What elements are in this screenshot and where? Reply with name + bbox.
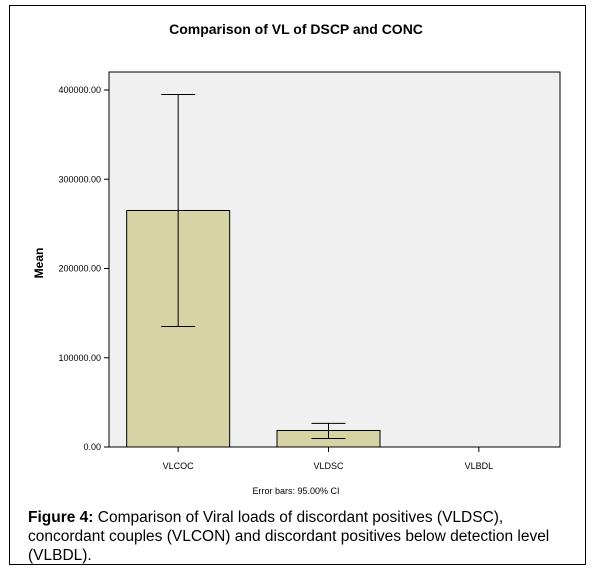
error-bars-note: Error bars: 95.00% CI: [252, 486, 339, 496]
x-tick-label: VLCOC: [163, 461, 195, 471]
figure-caption: Figure 4: Comparison of Viral loads of d…: [28, 508, 583, 565]
chart: Comparison of VL of DSCP and CONC 0.00 10…: [32, 21, 561, 496]
x-tick-label: VLDSC: [313, 461, 344, 471]
y-tick-label: 0.00: [83, 442, 101, 452]
y-axis-ticks: 0.00 100000.00 200000.00 300000.00 400000.00: [58, 85, 109, 452]
error-bars: [161, 93, 346, 440]
y-tick-label: 400000.00: [58, 85, 101, 95]
y-axis-title: Mean: [32, 248, 46, 279]
caption-text: Comparison of Viral loads of discordant …: [28, 509, 550, 564]
y-tick-label: 300000.00: [58, 174, 101, 184]
x-axis-labels: VLCOC VLDSC VLBDL: [163, 447, 493, 471]
y-tick-label: 200000.00: [58, 264, 101, 274]
y-tick-label: 100000.00: [58, 353, 101, 363]
x-tick-label: VLBDL: [465, 461, 494, 471]
chart-title: Comparison of VL of DSCP and CONC: [169, 21, 423, 37]
caption-label: Figure 4:: [28, 509, 94, 526]
